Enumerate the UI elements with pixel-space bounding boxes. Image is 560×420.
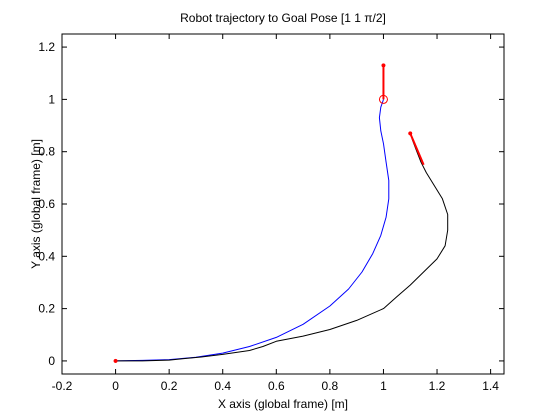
y-tick-label: 0 (48, 354, 55, 368)
pose-point-marker (408, 131, 413, 136)
pose-point-marker (113, 358, 118, 363)
x-tick-label: 1.4 (482, 379, 499, 393)
x-tick-label: 0.2 (161, 379, 178, 393)
y-tick-label: 0.6 (38, 197, 55, 211)
series-line-1 (115, 99, 390, 362)
x-tick-label: -0.2 (52, 379, 73, 393)
y-tick-label: 0.2 (38, 302, 55, 316)
x-tick-label: 0 (112, 379, 119, 393)
x-tick-label: 1 (380, 379, 387, 393)
goal-marker (378, 94, 388, 104)
x-tick-label: 0.6 (268, 379, 285, 393)
x-tick-label: 0.4 (214, 379, 231, 393)
x-axis-label: X axis (global frame) [m] (218, 397, 348, 411)
y-axis-label: Y axis (global frame) [m] (29, 139, 43, 269)
series-line-2 (115, 133, 449, 362)
x-tick-label: 0.8 (322, 379, 339, 393)
series-group (115, 99, 449, 362)
axis-ticks: -0.2 0 0.2 0.4 0.6 0.8 1 1.2 1.4 0 0.2 0.4 0.6 0.8 1 1.… (38, 34, 504, 393)
pose-point-marker (381, 63, 386, 68)
y-tick-label: 1.2 (38, 40, 55, 54)
markers-group (113, 63, 425, 363)
chart-title: Robot trajectory to Goal Pose [1 1 π/2] (180, 11, 386, 25)
x-tick-label: 1.2 (429, 379, 446, 393)
plot-area (61, 33, 505, 375)
heading-arrow (409, 132, 425, 166)
y-tick-label: 0.8 (38, 145, 55, 159)
y-tick-label: 0.4 (38, 249, 55, 263)
y-tick-label: 1 (48, 92, 55, 106)
